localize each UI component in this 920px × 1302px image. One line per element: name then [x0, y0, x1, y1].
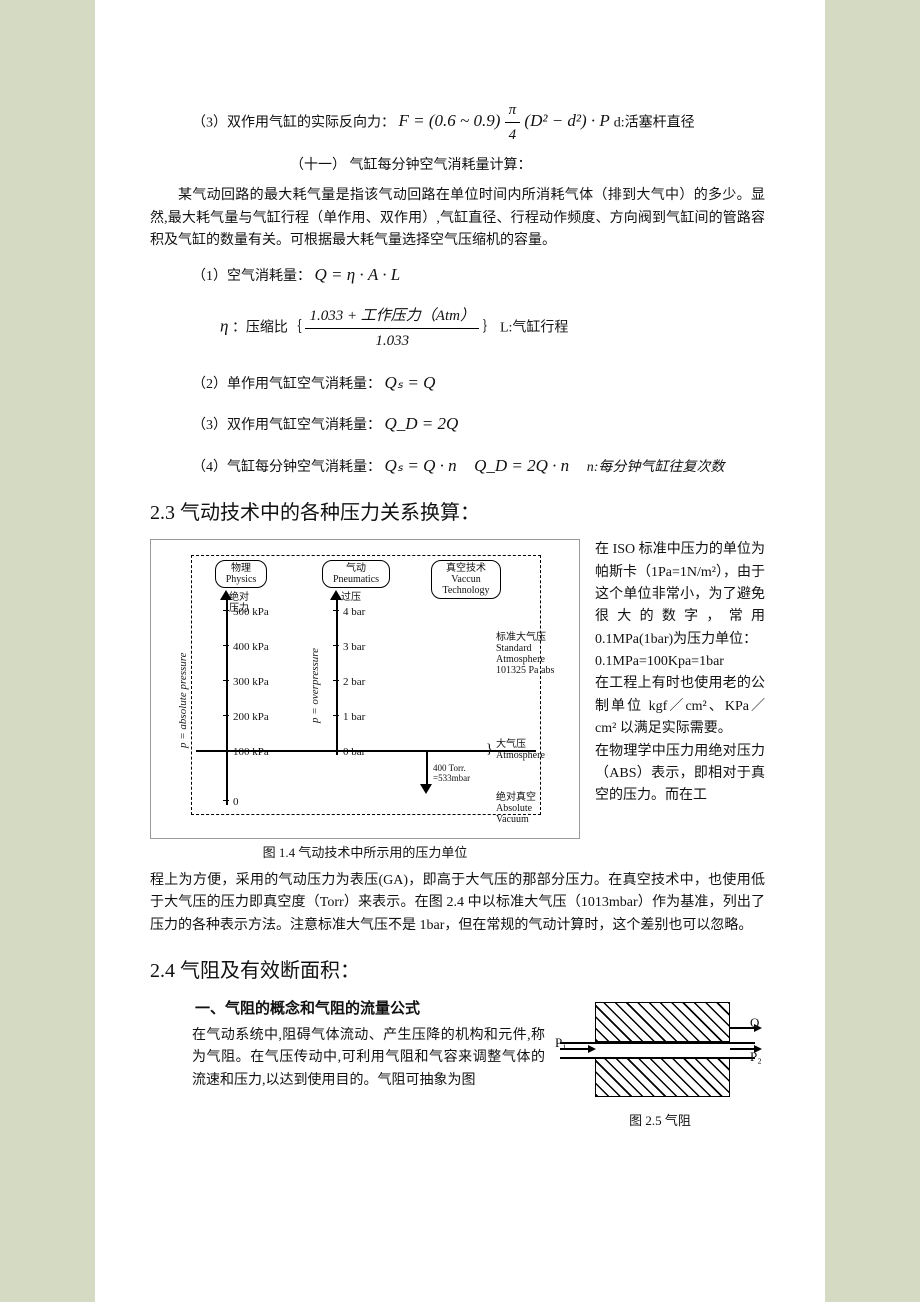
item-q1: （1）空气消耗量： Q = η · A · L: [192, 261, 765, 288]
item-eta: η ：压缩比｛ 1.033 + 工作压力（Atm） 1.033 ｝ L:气缸行程: [220, 304, 765, 353]
item-3-reverse-force: （3）双作用气缸的实际反向力： F = (0.6 ~ 0.9) π 4 (D² …: [192, 98, 765, 147]
section-2-4-title: 2.4 气阻及有效断面积：: [150, 955, 765, 987]
paren: (D² − d²) · P: [524, 111, 609, 130]
formula-q2: Qₛ = Q: [385, 373, 436, 392]
p4: 在物理学中压力用绝对压力（ABS）表示，即相对于真空的压力。而在工: [595, 741, 765, 808]
label: （3）双作用气缸空气消耗量：: [192, 418, 381, 433]
heading-11: （十一） 气缸每分钟空气消耗量计算：: [290, 155, 765, 177]
section-2-3-title: 2.3 气动技术中的各种压力关系换算：: [150, 497, 765, 529]
eta-post: ｝ L:气缸行程: [482, 321, 568, 336]
page: （3）双作用气缸的实际反向力： F = (0.6 ~ 0.9) π 4 (D² …: [95, 0, 825, 1302]
formula-q1: Q = η · A · L: [315, 265, 401, 284]
n-note: n:每分钟气缸往复次数: [587, 460, 725, 475]
label: （4）气缸每分钟空气消耗量：: [192, 460, 381, 475]
pressure-diagram: 物理Physics气动Pneumatics真空技术VaccunTechnolog…: [150, 539, 580, 839]
suffix: d:活塞杆直径: [614, 115, 695, 130]
four: 4: [505, 123, 521, 147]
section-2-3-body: WWW.zIxIn.COm 在 ISO 标准中压力的单位为帕斯卡（1Pa=1N/…: [150, 539, 765, 864]
fig25-caption: 图 2.5 气阻: [555, 1111, 765, 1132]
p3: 在工程上有时也使用老的公制单位 kgf／cm²、KPa／cm² 以满足实际需要。: [595, 673, 765, 740]
pi-over-4: π 4: [505, 98, 521, 147]
p1: 在 ISO 标准中压力的单位为帕斯卡（1Pa=1N/m²），由于这个单位非常小，…: [595, 539, 765, 651]
eta-num: 1.033 + 工作压力（Atm）: [305, 304, 479, 329]
item-q3: （3）双作用气缸空气消耗量： Q_D = 2Q: [192, 410, 765, 437]
text: （3）双作用气缸的实际反向力：: [192, 115, 395, 130]
eta-symbol: η: [220, 317, 228, 336]
eta-pre: ：压缩比｛: [232, 321, 302, 336]
air-resistance-diagram: P₁QP₂: [555, 997, 760, 1107]
figure-2-5: P₁QP₂ 图 2.5 气阻: [555, 997, 765, 1132]
item-q2: （2）单作用气缸空气消耗量： Qₛ = Q: [192, 369, 765, 396]
item-q4: （4）气缸每分钟空气消耗量： Qₛ = Q · n Q_D = 2Q · n n…: [192, 452, 765, 479]
fig14-caption: 图 1.4 气动技术中所示用的压力单位: [150, 843, 580, 864]
formula-reverse: F = (0.6 ~ 0.9) π 4 (D² − d²) · P: [399, 111, 614, 130]
formula-q4a: Qₛ = Q · n: [385, 456, 457, 475]
formula-q3: Q_D = 2Q: [385, 414, 459, 433]
label: （1）空气消耗量：: [192, 269, 311, 284]
p2: 0.1MPa=100Kpa=1bar: [595, 651, 765, 673]
p23-continuation: 程上为方便，采用的气动压力为表压(GA)，即高于大气压的那部分压力。在真空技术中…: [150, 870, 765, 937]
eta-den: 1.033: [305, 329, 479, 353]
lhs: F: [399, 111, 409, 130]
formula-q4b: Q_D = 2Q · n: [474, 456, 569, 475]
right-text-column: 在 ISO 标准中压力的单位为帕斯卡（1Pa=1N/m²），由于这个单位非常小，…: [595, 539, 765, 808]
figure-1-4: 物理Physics气动Pneumatics真空技术VaccunTechnolog…: [150, 539, 580, 864]
eta-fraction: 1.033 + 工作压力（Atm） 1.033: [305, 304, 479, 353]
intro-paragraph: 某气动回路的最大耗气量是指该气动回路在单位时间内所消耗气体（排到大气中）的多少。…: [150, 185, 765, 252]
label: （2）单作用气缸空气消耗量：: [192, 377, 381, 392]
coef: (0.6 ~ 0.9): [429, 111, 501, 130]
pi: π: [505, 98, 521, 123]
